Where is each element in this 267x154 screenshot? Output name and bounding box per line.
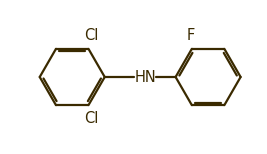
Text: Cl: Cl	[84, 28, 98, 43]
Text: Cl: Cl	[84, 111, 98, 126]
Text: HN: HN	[135, 69, 156, 85]
Text: F: F	[186, 28, 195, 43]
